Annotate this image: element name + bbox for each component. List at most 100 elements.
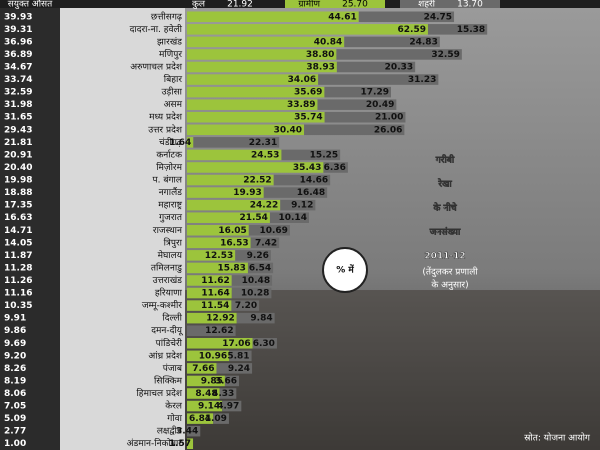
urban-label: 20.33 xyxy=(385,63,413,73)
title-line: गरीबी xyxy=(435,154,455,166)
title-line: के नीचे xyxy=(432,202,457,214)
rural-bar xyxy=(187,212,270,223)
rural-label: 38.93 xyxy=(306,63,334,73)
total-value: 20.40 xyxy=(4,163,32,173)
total-value: 8.19 xyxy=(4,376,26,386)
urban-label: 3.44 xyxy=(176,427,198,437)
average: 13.70 xyxy=(457,0,483,10)
urban-label: 16.48 xyxy=(297,188,325,198)
rural-bar xyxy=(187,187,264,198)
rural-bar xyxy=(187,199,281,211)
category-label: आंध्र प्रदेश xyxy=(148,349,182,361)
urban-bar xyxy=(247,262,274,274)
total-value: 33.74 xyxy=(4,75,32,85)
urban-label: 21.00 xyxy=(375,113,403,123)
urban-bar xyxy=(336,49,462,60)
unit-badge xyxy=(322,247,368,293)
urban-label: 22.31 xyxy=(249,138,277,148)
rural-label: 9.85 xyxy=(201,376,223,386)
total-value: 39.93 xyxy=(4,12,32,22)
urban-label: 24.83 xyxy=(409,37,437,47)
average: 25.70 xyxy=(342,0,368,10)
rural-bar xyxy=(187,400,223,412)
urban-bar xyxy=(336,61,416,73)
category-label: झारखंड xyxy=(157,36,182,47)
rural-label: 12.92 xyxy=(206,314,234,324)
urban-bar xyxy=(324,111,406,123)
urban-label: 9.26 xyxy=(247,251,269,261)
category-label: त्रिपुरा xyxy=(164,236,183,248)
name-column xyxy=(60,8,185,450)
urban-bar xyxy=(231,287,272,299)
urban-label: 9.84 xyxy=(250,314,272,324)
total-value: 29.43 xyxy=(4,125,32,135)
urban-label: 12.62 xyxy=(205,326,233,336)
category-label: तमिलनाडु xyxy=(151,261,182,273)
urban-label: 20.49 xyxy=(366,100,394,110)
total-value: 1.00 xyxy=(4,439,26,449)
rural-label: 30.40 xyxy=(274,125,302,135)
urban-bar xyxy=(273,174,331,186)
total-value: 8.26 xyxy=(4,364,26,374)
urban-label: 17.29 xyxy=(361,88,389,98)
urban-bar xyxy=(427,24,488,35)
urban-label: 4.97 xyxy=(217,402,239,412)
rural-bar xyxy=(187,413,214,424)
urban-bar xyxy=(231,300,260,311)
rural-label: 10.96 xyxy=(199,351,227,361)
urban-label: 9.24 xyxy=(228,364,250,374)
category-label: दमन-दीयू xyxy=(151,324,184,336)
rural-label: 62.59 xyxy=(398,25,426,35)
rural-label: 12.53 xyxy=(205,251,233,261)
rural-label: 11.64 xyxy=(201,289,229,299)
category-label: दिल्ली xyxy=(162,312,182,324)
rural-bar xyxy=(187,438,194,449)
rural-bar xyxy=(187,86,325,98)
rural-label: 15.83 xyxy=(217,263,245,273)
category-label: अरुणाचल प्रदेश xyxy=(130,61,183,73)
rural-label: 24.53 xyxy=(251,150,279,160)
category-label: मणिपुर xyxy=(159,48,182,60)
series-name: कुल xyxy=(192,0,206,10)
rural-label: 22.52 xyxy=(243,176,271,186)
total-value: 16.63 xyxy=(4,213,32,223)
urban-bar xyxy=(317,99,397,110)
rural-bar xyxy=(187,287,232,299)
category-label: कर्नाटक xyxy=(156,148,183,160)
category-label: छत्तीसगढ़ xyxy=(151,10,183,22)
rural-bar xyxy=(187,74,319,85)
category-label: चंडीगढ़ xyxy=(159,136,183,148)
total-value: 36.96 xyxy=(4,37,32,47)
unit: % में xyxy=(336,264,355,276)
rural-label: 16.53 xyxy=(220,238,248,248)
rural-label: 35.74 xyxy=(294,113,322,123)
category-label: उड़ीसा xyxy=(162,86,183,98)
header-pill xyxy=(285,0,385,8)
rural-bar xyxy=(187,137,194,148)
total-value: 10.35 xyxy=(4,301,32,311)
rural-bar xyxy=(187,275,232,286)
category-label: उत्तर प्रदेश xyxy=(148,123,183,135)
total-value: 7.05 xyxy=(4,402,26,412)
series-name: ग्रामीण xyxy=(298,0,320,10)
category-label: लक्षद्वीप xyxy=(157,425,183,437)
urban-bar xyxy=(323,162,348,173)
category-label: पांडिचेरी xyxy=(156,337,183,349)
title-line: 2011-12 xyxy=(424,252,465,262)
urban-bar xyxy=(224,375,240,387)
urban-bar xyxy=(304,124,405,136)
rural-label: 6.81 xyxy=(189,414,211,424)
total-value: 14.05 xyxy=(4,238,32,248)
rural-label: 16.05 xyxy=(218,226,246,236)
urban-bar xyxy=(193,137,280,148)
rural-bar xyxy=(187,49,337,60)
urban-label: 26.06 xyxy=(374,125,402,135)
urban-bar xyxy=(235,250,271,261)
category-label: केरल xyxy=(165,400,183,412)
rural-bar xyxy=(187,363,217,374)
rural-label: 11.62 xyxy=(201,276,229,286)
category-label: महाराष्ट्र xyxy=(158,201,183,211)
total-value: 36.89 xyxy=(4,50,32,60)
rural-label: 35.69 xyxy=(294,88,322,98)
